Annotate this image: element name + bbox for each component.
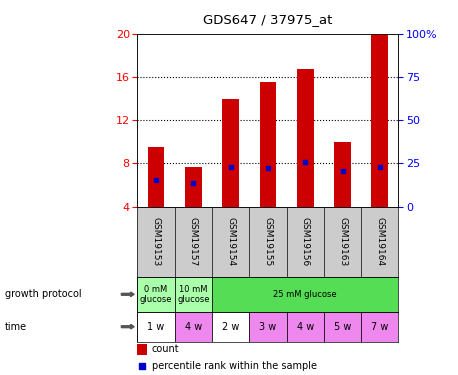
Text: GSM19164: GSM19164 — [375, 217, 384, 266]
Text: 3 w: 3 w — [259, 322, 277, 332]
Text: 5 w: 5 w — [334, 322, 351, 332]
Bar — [334, 142, 351, 207]
Text: GSM19163: GSM19163 — [338, 217, 347, 266]
Bar — [212, 312, 249, 342]
Text: growth protocol: growth protocol — [5, 289, 81, 299]
Text: count: count — [152, 344, 180, 354]
Text: GSM19156: GSM19156 — [301, 217, 310, 266]
Text: 1 w: 1 w — [147, 322, 165, 332]
Text: 0 mM
glucose: 0 mM glucose — [140, 285, 172, 304]
Bar — [147, 147, 164, 207]
Text: time: time — [5, 322, 27, 332]
Text: GDS647 / 37975_at: GDS647 / 37975_at — [203, 13, 333, 26]
Bar — [260, 82, 276, 207]
Bar — [212, 277, 398, 312]
Text: 4 w: 4 w — [297, 322, 314, 332]
Bar — [287, 312, 324, 342]
Bar — [137, 277, 174, 312]
Text: 10 mM
glucose: 10 mM glucose — [177, 285, 210, 304]
Bar — [185, 166, 202, 207]
Bar — [371, 34, 388, 207]
Text: GSM19154: GSM19154 — [226, 217, 235, 266]
Text: 4 w: 4 w — [185, 322, 202, 332]
Bar — [137, 344, 147, 355]
Bar — [324, 312, 361, 342]
Text: 25 mM glucose: 25 mM glucose — [273, 290, 337, 299]
Bar — [249, 312, 287, 342]
Bar — [137, 312, 174, 342]
Bar — [174, 312, 212, 342]
Text: GSM19155: GSM19155 — [263, 217, 273, 266]
Bar — [297, 69, 314, 207]
Text: 2 w: 2 w — [222, 322, 240, 332]
Bar — [174, 277, 212, 312]
Text: 7 w: 7 w — [371, 322, 388, 332]
Text: GSM19153: GSM19153 — [152, 217, 161, 266]
Text: percentile rank within the sample: percentile rank within the sample — [152, 361, 317, 371]
Bar — [361, 312, 398, 342]
Bar — [222, 99, 239, 207]
Text: GSM19157: GSM19157 — [189, 217, 198, 266]
